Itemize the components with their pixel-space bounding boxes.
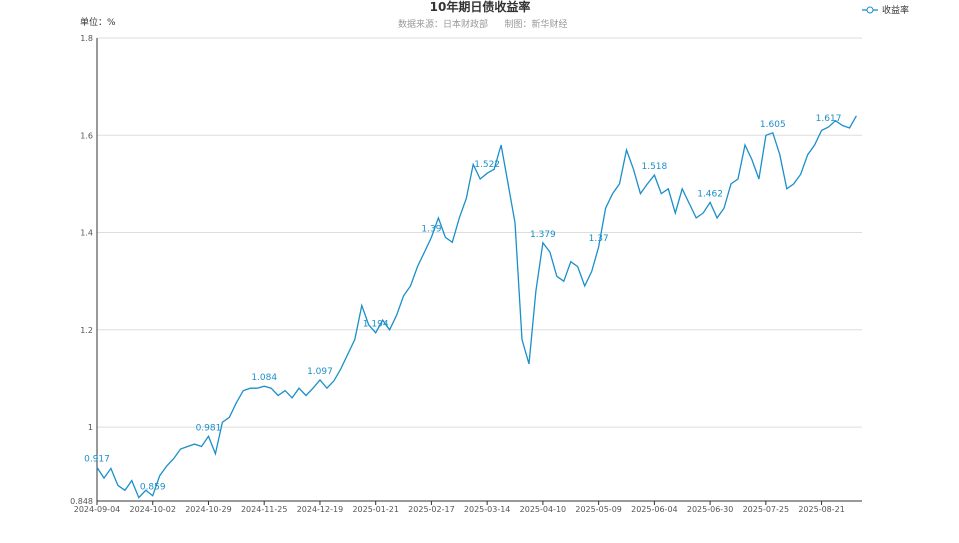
line-series [96, 115, 857, 499]
legend-icon [866, 6, 874, 14]
x-tick-label: 2025-08-21 [798, 505, 845, 514]
data-label: 1.617 [816, 114, 842, 124]
x-tick-label: 2024-11-25 [241, 505, 288, 514]
data-label: 0.917 [84, 454, 110, 464]
data-label: 1.084 [251, 373, 277, 383]
x-tick-label: 2025-06-30 [687, 505, 734, 514]
legend-label: 收益率 [882, 4, 909, 16]
data-label: 1.194 [363, 320, 389, 330]
x-tick-label: 2025-03-14 [464, 505, 511, 514]
data-label: 1.605 [760, 120, 786, 130]
y-tick-label: 1.2 [80, 326, 93, 335]
x-tick-label: 2024-09-04 [74, 505, 121, 514]
data-label: 1.39 [421, 224, 441, 234]
y-tick-label: 1.8 [80, 34, 93, 43]
data-label: 0.981 [196, 423, 222, 433]
data-label: 1.462 [697, 189, 723, 199]
x-tick-label: 2025-04-10 [520, 505, 567, 514]
data-label: 1.518 [641, 162, 667, 172]
data-label: 1.37 [589, 234, 609, 244]
y-tick-label: 1.4 [80, 229, 93, 238]
y-tick-label: 1.6 [80, 131, 93, 140]
x-tick-label: 2024-12-19 [297, 505, 344, 514]
x-tick-label: 2024-10-29 [185, 505, 232, 514]
x-tick-label: 2025-06-04 [631, 505, 678, 514]
x-tick-label: 2025-07-25 [743, 505, 790, 514]
data-label: 1.379 [530, 230, 556, 240]
data-label: 1.097 [307, 367, 333, 377]
credit: 制图：新华财经 [504, 18, 567, 30]
y-tick-label: 0.848 [70, 497, 93, 506]
subtitle: 数据来源：日本财政部 [398, 18, 488, 30]
data-label: 0.859 [140, 483, 166, 493]
x-tick-label: 2025-02-17 [408, 505, 455, 514]
y-tick-label: 1 [88, 423, 93, 432]
chart-title: 10年期日债收益率 [430, 0, 531, 14]
x-tick-label: 2024-10-02 [129, 505, 176, 514]
data-label: 1.522 [474, 160, 500, 170]
x-tick-label: 2025-01-21 [352, 505, 399, 514]
y-axis-label: 单位：% [80, 16, 116, 28]
x-tick-label: 2025-05-09 [575, 505, 622, 514]
